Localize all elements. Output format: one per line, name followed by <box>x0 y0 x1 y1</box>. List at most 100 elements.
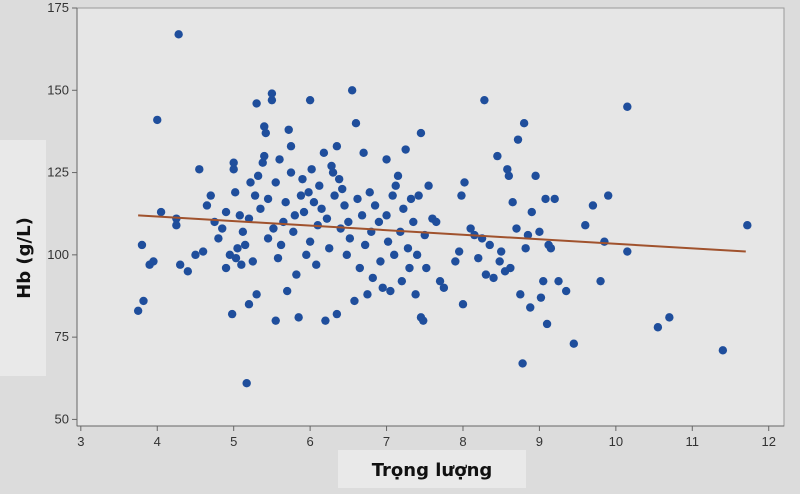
data-point <box>206 191 215 200</box>
data-point <box>600 237 609 246</box>
data-point <box>536 293 546 302</box>
data-point <box>183 267 193 276</box>
data-point <box>153 115 162 125</box>
data-point <box>382 211 391 220</box>
data-point <box>409 217 418 227</box>
data-point <box>516 290 525 299</box>
data-point <box>389 250 399 260</box>
data-point <box>718 346 728 355</box>
data-point <box>244 214 254 223</box>
data-point <box>569 339 579 348</box>
data-point <box>526 303 535 312</box>
data-point <box>276 240 286 250</box>
data-point <box>581 221 590 230</box>
data-point <box>653 323 663 332</box>
data-point <box>541 194 550 204</box>
data-point <box>315 181 324 190</box>
data-point <box>292 270 301 279</box>
data-point <box>508 197 517 207</box>
data-point <box>229 158 238 167</box>
data-point <box>481 270 491 279</box>
data-point <box>238 227 248 237</box>
data-point <box>604 191 613 200</box>
data-point <box>355 263 364 273</box>
data-point <box>240 240 250 250</box>
data-point <box>198 247 208 256</box>
data-point <box>399 204 408 213</box>
data-point <box>474 253 483 263</box>
data-point <box>376 257 385 266</box>
x-axis-title: Trọng lượng <box>372 460 493 481</box>
data-point <box>506 263 515 273</box>
data-point <box>411 290 420 299</box>
data-point <box>458 300 468 309</box>
x-tick-label: 9 <box>536 434 543 449</box>
data-point <box>286 168 296 177</box>
data-point <box>261 128 270 138</box>
data-point <box>338 184 347 194</box>
data-point <box>743 221 752 230</box>
y-axis-title: Hb (g/L) <box>14 217 35 299</box>
x-tick-label: 12 <box>761 434 775 449</box>
data-point <box>218 224 227 233</box>
data-point <box>457 191 466 200</box>
data-point <box>412 250 422 260</box>
data-point <box>137 240 147 250</box>
data-point <box>286 142 296 151</box>
data-point <box>332 309 342 319</box>
data-point <box>503 165 512 174</box>
x-tick-label: 5 <box>230 434 237 449</box>
data-point <box>321 316 330 325</box>
data-point <box>307 165 316 174</box>
data-point <box>263 234 273 243</box>
data-point <box>521 244 530 253</box>
data-point <box>284 125 293 134</box>
data-point <box>250 191 260 200</box>
data-point <box>422 263 431 273</box>
data-point <box>424 181 433 190</box>
data-point <box>298 174 307 184</box>
data-point <box>531 171 540 181</box>
data-point <box>374 217 384 227</box>
data-point <box>588 201 598 210</box>
data-point <box>489 273 498 283</box>
data-point <box>299 207 309 217</box>
data-point <box>267 89 277 98</box>
data-point <box>149 257 158 266</box>
x-axis-title-box <box>338 450 526 488</box>
data-point <box>231 253 241 263</box>
y-tick-label: 150 <box>47 82 69 97</box>
data-point <box>365 188 374 197</box>
data-point <box>294 313 303 322</box>
data-point <box>485 240 494 250</box>
data-point <box>391 181 400 190</box>
data-point <box>480 95 489 105</box>
data-point <box>258 158 267 167</box>
data-point <box>325 244 334 253</box>
data-point <box>156 207 166 217</box>
data-point <box>466 224 475 233</box>
data-point <box>432 217 441 227</box>
data-point <box>275 155 284 164</box>
data-point <box>319 148 329 158</box>
data-point <box>370 201 380 210</box>
data-point <box>334 174 344 184</box>
data-point <box>347 86 357 95</box>
data-point <box>246 178 255 187</box>
y-tick-label: 75 <box>55 329 69 344</box>
data-point <box>312 260 321 269</box>
data-point <box>342 250 352 260</box>
data-point <box>260 122 269 131</box>
data-point <box>296 191 306 200</box>
data-point <box>174 30 183 39</box>
data-point <box>388 191 397 200</box>
x-tick-label: 8 <box>459 434 466 449</box>
data-point <box>397 276 407 286</box>
data-point <box>133 306 143 316</box>
trendline <box>138 214 746 253</box>
data-point <box>414 191 423 200</box>
data-point <box>263 194 273 204</box>
data-point <box>518 359 527 368</box>
data-point <box>269 224 278 233</box>
